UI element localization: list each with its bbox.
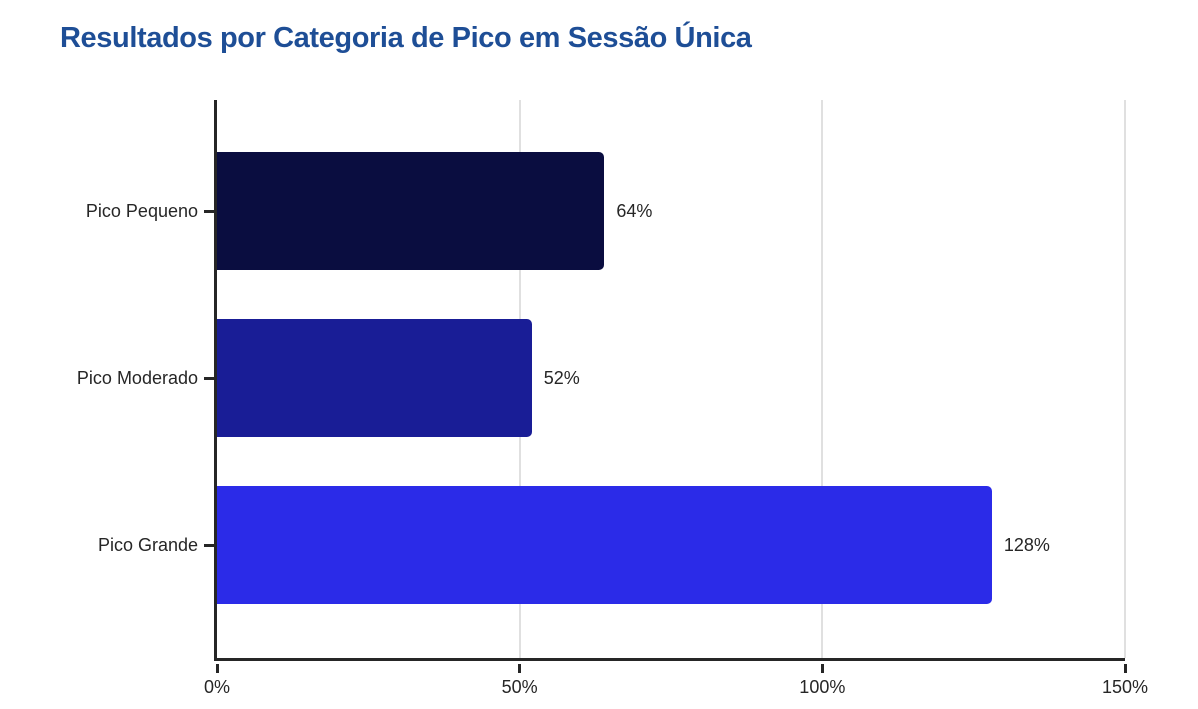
chart-title: Resultados por Categoria de Pico em Sess… [60,22,752,54]
value-label: 52% [543,368,580,388]
x-tick-label: 50% [501,677,538,697]
bar-pico-moderado [217,319,532,437]
bar-pico-pequeno [217,152,605,270]
plot-area: 64% 52% 128% [214,100,1126,661]
category-label: Pico Grande [97,535,198,555]
x-tick-label: 150% [1101,677,1149,697]
x-tick-mark [518,664,522,673]
y-tick-mark [204,377,214,380]
value-label: 128% [1003,535,1050,555]
x-tick-label: 100% [799,677,846,697]
x-tick-mark [215,664,219,673]
value-label: 64% [616,201,653,221]
bar-pico-grande [217,486,992,604]
gridline [1124,100,1126,658]
y-axis-labels: Pico Pequeno Pico Moderado Pico Grande [0,100,214,661]
category-label: Pico Moderado [76,368,198,388]
x-axis: 0% 50% 100% 150% [204,664,1148,709]
x-tick-mark [1123,664,1127,673]
x-tick-mark [820,664,824,673]
category-label: Pico Pequeno [85,201,198,221]
x-tick-label: 0% [203,677,231,697]
y-tick-mark [204,210,214,213]
y-tick-mark [204,544,214,547]
plot-inner: 64% 52% 128% [217,100,1126,658]
